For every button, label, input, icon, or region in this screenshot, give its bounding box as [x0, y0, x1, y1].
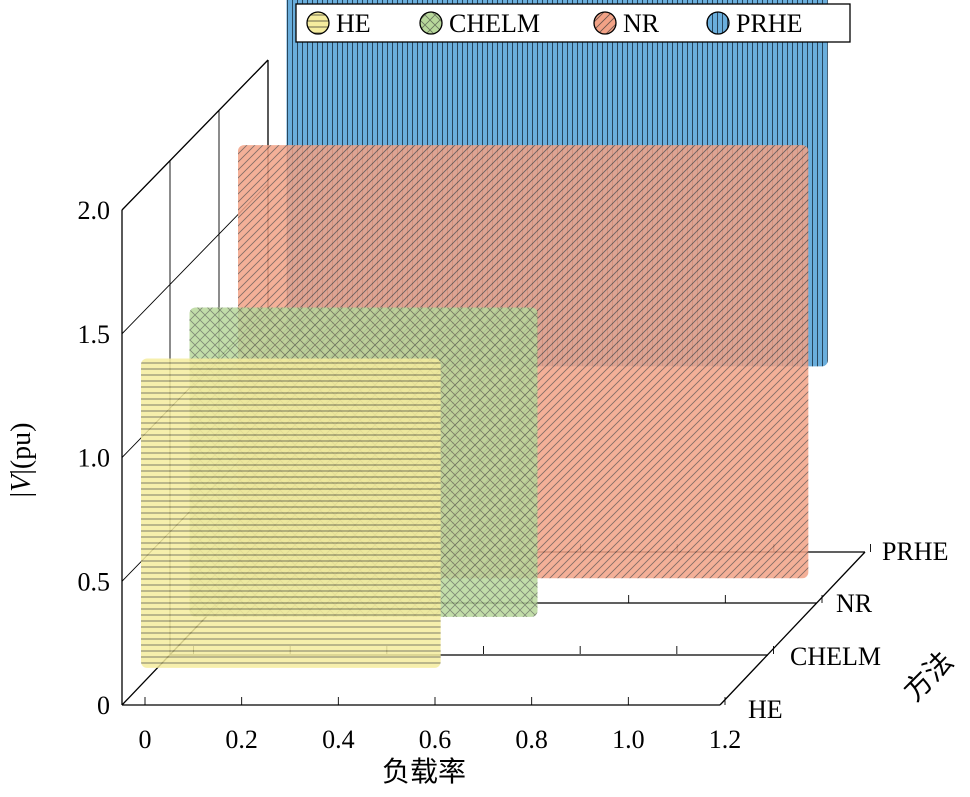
legend-entry-nr: NR [593, 9, 660, 38]
legend-swatch-icon [306, 11, 330, 35]
legend-swatch-icon [593, 11, 617, 35]
z-tick-label: 0.5 [78, 567, 111, 596]
z-tick-label: 1.0 [78, 444, 111, 473]
y-tick-label: PRHE [882, 537, 948, 566]
z-axis-title: |V|(pu) [6, 423, 37, 498]
y-axis-title: 方法 [898, 646, 960, 708]
y-tick-label: NR [836, 589, 873, 618]
legend: HE CHELM NR PRHE [295, 3, 851, 43]
x-tick-label: 0 [139, 725, 152, 754]
legend-entry-he: HE [306, 9, 371, 38]
x-tick-label: 1.2 [709, 725, 742, 754]
y-tick-label: HE [748, 695, 783, 724]
bars-group [141, 0, 828, 668]
z-axis-title-rest: (pu) [6, 423, 37, 470]
x-tick-label: 0.6 [419, 725, 452, 754]
x-tick-label: 0.8 [515, 725, 548, 754]
x-tick-label: 0.2 [225, 725, 258, 754]
z-tick-label: 2.0 [78, 196, 111, 225]
legend-swatch-icon [419, 11, 443, 35]
legend-label: HE [336, 9, 371, 38]
z-gridline [121, 59, 269, 211]
legend-swatch-icon [706, 11, 730, 35]
legend-entry-prhe: PRHE [706, 9, 802, 38]
z-tick-label: 0 [97, 691, 110, 720]
bar-he [141, 358, 441, 668]
legend-entry-chelm: CHELM [419, 9, 540, 38]
legend-label: PRHE [736, 9, 802, 38]
x-tick-label: 1.0 [612, 725, 645, 754]
z-axis-title-italic: V [6, 472, 37, 492]
legend-label: CHELM [449, 9, 540, 38]
x-tick-label: 0.4 [322, 725, 355, 754]
x-axis-title: 负载率 [382, 756, 466, 788]
z-tick-label: 1.5 [78, 320, 111, 349]
y-tick-label: CHELM [790, 642, 881, 671]
legend-label: NR [623, 9, 660, 38]
legend-box [295, 3, 851, 43]
